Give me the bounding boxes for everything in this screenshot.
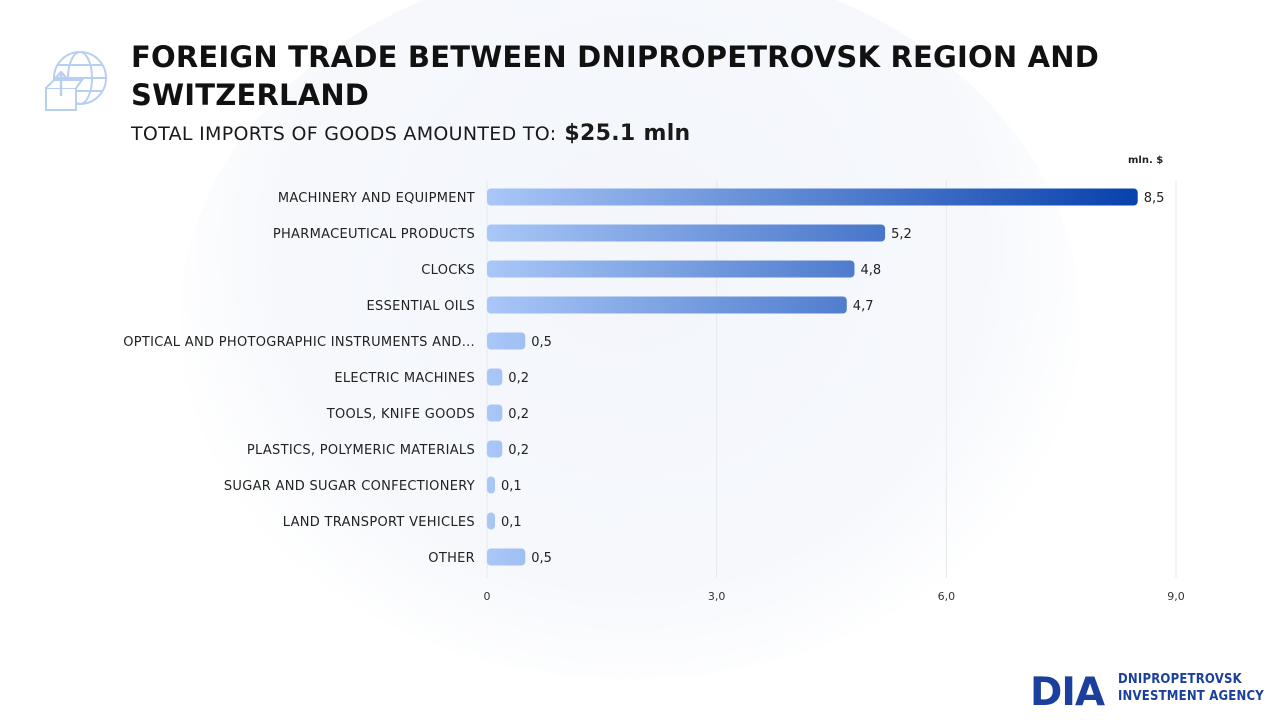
page-subtitle: TOTAL IMPORTS OF GOODS AMOUNTED TO: $25.1… bbox=[131, 121, 691, 146]
category-label: ESSENTIAL OILS bbox=[367, 299, 475, 314]
x-tick-label: 0 bbox=[484, 590, 491, 603]
dia-logo: DIA bbox=[1030, 670, 1106, 710]
bar bbox=[487, 332, 526, 350]
logo-text: DNIPROPETROVSK INVESTMENT AGENCY bbox=[1118, 671, 1264, 705]
bar bbox=[487, 260, 855, 278]
bar bbox=[487, 548, 526, 566]
value-label: 4,8 bbox=[860, 263, 881, 278]
value-label: 8,5 bbox=[1144, 191, 1165, 206]
bar bbox=[487, 404, 503, 422]
bar bbox=[487, 224, 886, 242]
subtitle-label: TOTAL IMPORTS OF GOODS AMOUNTED TO: bbox=[131, 123, 557, 145]
bar bbox=[487, 440, 503, 458]
x-tick-label: 9,0 bbox=[1167, 590, 1185, 603]
bar bbox=[487, 476, 495, 494]
value-label: 4,7 bbox=[853, 299, 874, 314]
x-tick-label: 3,0 bbox=[708, 590, 726, 603]
category-label: OTHER bbox=[428, 551, 475, 566]
value-label: 0,1 bbox=[501, 515, 522, 530]
category-label: SUGAR AND SUGAR CONFECTIONERY bbox=[224, 479, 475, 494]
bar bbox=[487, 296, 847, 314]
category-label: PHARMACEUTICAL PRODUCTS bbox=[273, 227, 475, 242]
value-label: 0,5 bbox=[531, 551, 552, 566]
value-label: 0,2 bbox=[508, 407, 529, 422]
bar bbox=[487, 512, 495, 530]
bar bbox=[487, 188, 1138, 206]
category-label: TOOLS, KNIFE GOODS bbox=[326, 407, 475, 422]
unit-label: mln. $ bbox=[1128, 155, 1164, 166]
value-label: 5,2 bbox=[891, 227, 912, 242]
x-tick-label: 6,0 bbox=[938, 590, 956, 603]
page-title: FOREIGN TRADE BETWEEN DNIPROPETROVSK REG… bbox=[131, 40, 1100, 112]
category-label: PLASTICS, POLYMERIC MATERIALS bbox=[247, 443, 475, 458]
category-label: CLOCKS bbox=[421, 263, 475, 278]
bar bbox=[487, 368, 503, 386]
logo-line-2: INVESTMENT AGENCY bbox=[1118, 689, 1264, 704]
value-label: 0,5 bbox=[531, 335, 552, 350]
globe-box-arrow-icon bbox=[45, 51, 107, 111]
total-imports-value: $25.1 mln bbox=[564, 121, 691, 146]
value-label: 0,2 bbox=[508, 443, 529, 458]
logo-line-1: DNIPROPETROVSK bbox=[1118, 672, 1242, 687]
logo-mark: DIA bbox=[1030, 670, 1105, 710]
category-label: OPTICAL AND PHOTOGRAPHIC INSTRUMENTS AND… bbox=[123, 335, 475, 350]
category-label: ELECTRIC MACHINES bbox=[334, 371, 475, 386]
category-label: MACHINERY AND EQUIPMENT bbox=[278, 191, 475, 206]
value-label: 0,1 bbox=[501, 479, 522, 494]
category-label: LAND TRANSPORT VEHICLES bbox=[283, 515, 475, 530]
value-label: 0,2 bbox=[508, 371, 529, 386]
